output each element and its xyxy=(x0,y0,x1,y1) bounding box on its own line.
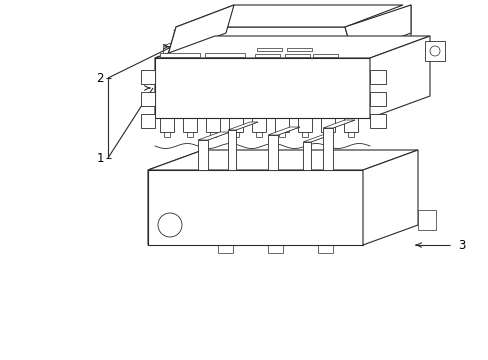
Polygon shape xyxy=(255,54,280,57)
Polygon shape xyxy=(417,210,435,230)
Polygon shape xyxy=(148,170,362,245)
Polygon shape xyxy=(155,36,429,58)
Polygon shape xyxy=(176,5,402,27)
Polygon shape xyxy=(424,41,444,61)
Polygon shape xyxy=(205,53,245,57)
Text: 3: 3 xyxy=(457,239,465,252)
Polygon shape xyxy=(227,122,258,130)
Polygon shape xyxy=(141,70,155,84)
Polygon shape xyxy=(303,134,332,142)
Polygon shape xyxy=(369,70,385,84)
Polygon shape xyxy=(148,150,203,245)
Polygon shape xyxy=(369,114,385,128)
Polygon shape xyxy=(323,120,354,128)
Polygon shape xyxy=(257,48,282,51)
Polygon shape xyxy=(362,150,417,245)
Polygon shape xyxy=(148,150,417,170)
Polygon shape xyxy=(198,140,207,170)
Text: 2: 2 xyxy=(96,72,104,85)
Polygon shape xyxy=(285,54,310,57)
Polygon shape xyxy=(303,142,310,170)
Polygon shape xyxy=(267,127,299,135)
Polygon shape xyxy=(313,54,338,57)
Polygon shape xyxy=(141,114,155,128)
Polygon shape xyxy=(323,128,332,170)
Polygon shape xyxy=(198,132,229,140)
Polygon shape xyxy=(155,58,369,118)
Polygon shape xyxy=(168,5,234,55)
Polygon shape xyxy=(369,92,385,106)
Polygon shape xyxy=(369,36,429,118)
Polygon shape xyxy=(160,53,200,57)
Polygon shape xyxy=(141,92,155,106)
Text: 1: 1 xyxy=(96,152,104,165)
Polygon shape xyxy=(352,5,410,60)
Polygon shape xyxy=(286,48,311,51)
Polygon shape xyxy=(352,55,380,77)
Polygon shape xyxy=(168,27,352,55)
Polygon shape xyxy=(267,135,278,170)
Polygon shape xyxy=(155,36,215,118)
Polygon shape xyxy=(227,130,236,170)
Polygon shape xyxy=(345,5,410,55)
